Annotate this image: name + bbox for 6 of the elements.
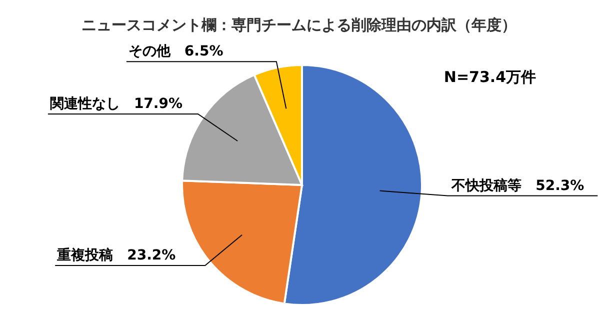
text: N=73.4万件 [444,68,536,86]
slice-label: その他 6.5% [128,44,224,60]
slice-label: 重複投稿 23.2% [56,246,176,264]
slice-label: 関連性なし 17.9% [50,96,183,112]
slice-label: 不快投稿等 52.3% [450,176,584,194]
chart-title: ニュースコメント欄：専門チームによる削除理由の内訳（年度） [82,16,516,34]
